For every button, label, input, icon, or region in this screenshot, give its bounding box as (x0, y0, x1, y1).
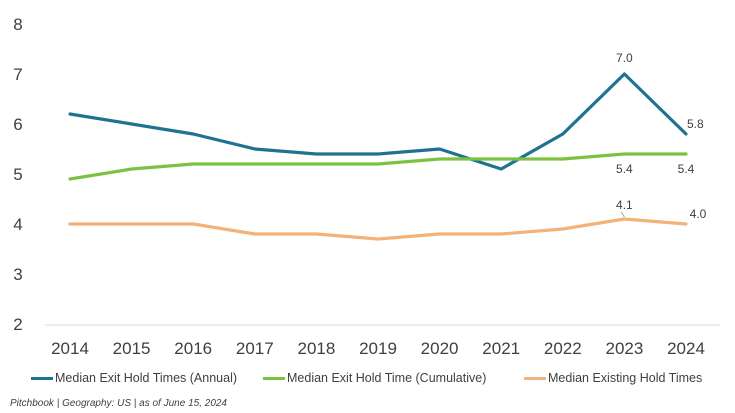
data-label: 4.1 (616, 198, 633, 212)
source-note: Pitchbook | Geography: US | as of June 1… (10, 398, 227, 409)
y-tick-label: 2 (13, 315, 22, 334)
legend-swatch-cumulative (263, 376, 285, 380)
y-tick-label: 7 (13, 65, 22, 84)
data-labels: 7.0 5.8 5.4 5.4 4.1 4.0 (616, 51, 707, 221)
x-tick-label: 2021 (482, 339, 520, 358)
y-tick-label: 5 (13, 165, 22, 184)
legend-item-cumulative: Median Exit Hold Time (Cumulative) (263, 371, 486, 385)
x-tick-label: 2020 (421, 339, 459, 358)
legend-swatch-annual (31, 376, 53, 380)
data-label: 5.4 (678, 162, 695, 176)
legend-item-annual: Median Exit Hold Times (Annual) (31, 371, 237, 385)
series-lines (68, 72, 688, 241)
data-label: 5.4 (616, 162, 633, 176)
y-tick-label: 3 (13, 265, 22, 284)
y-tick-label: 8 (13, 15, 22, 34)
legend-item-existing: Median Existing Hold Times (524, 371, 702, 385)
series-line-existing (68, 217, 688, 241)
data-label: 7.0 (616, 51, 633, 65)
legend-swatch-existing (524, 376, 546, 380)
line-chart: 2 3 4 5 6 7 8 2014 2015 2016 2017 2018 2019 2020 2021… (13, 15, 720, 358)
y-tick-label: 4 (13, 215, 22, 234)
x-axis-ticks: 2014 2015 2016 2017 2018 2019 2020 2021 2022 2023… (51, 339, 705, 358)
x-tick-label: 2015 (113, 339, 151, 358)
series-line-cumulative (68, 152, 688, 181)
x-tick-label: 2018 (297, 339, 335, 358)
data-label-leader (620, 211, 625, 218)
x-tick-label: 2016 (174, 339, 212, 358)
data-label: 4.0 (690, 207, 707, 221)
series-line-annual (68, 72, 688, 171)
x-tick-label: 2024 (667, 339, 705, 358)
legend: Median Exit Hold Times (Annual) Median E… (0, 371, 735, 391)
data-label: 5.8 (687, 117, 704, 131)
x-tick-label: 2022 (544, 339, 582, 358)
legend-label-cumulative: Median Exit Hold Time (Cumulative) (287, 371, 487, 385)
legend-label-annual: Median Exit Hold Times (Annual) (55, 371, 238, 385)
x-tick-label: 2017 (236, 339, 274, 358)
legend-label-existing: Median Existing Hold Times (548, 371, 703, 385)
y-axis-ticks: 2 3 4 5 6 7 8 (13, 15, 22, 334)
x-tick-label: 2019 (359, 339, 397, 358)
x-tick-label: 2014 (51, 339, 89, 358)
y-tick-label: 6 (13, 115, 22, 134)
x-tick-label: 2023 (605, 339, 643, 358)
